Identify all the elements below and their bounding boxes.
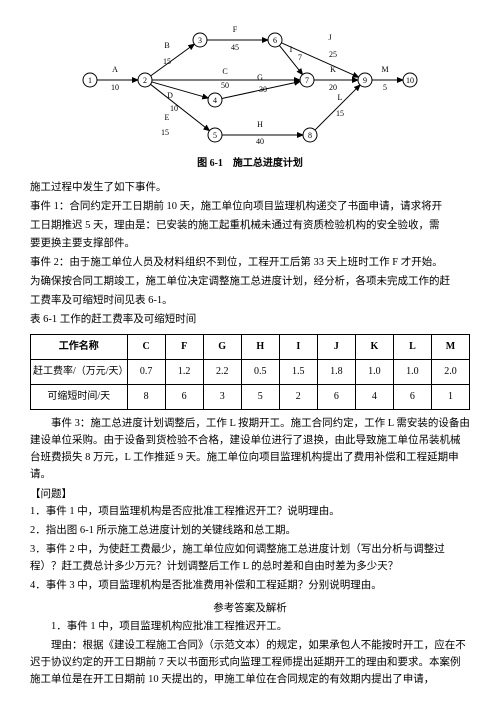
table-header: G — [203, 335, 241, 360]
svg-text:40: 40 — [256, 137, 264, 146]
svg-text:M: M — [381, 65, 388, 74]
svg-text:I: I — [290, 45, 293, 54]
table-header: M — [431, 335, 469, 360]
svg-text:B: B — [164, 41, 169, 50]
table-cell: 1.0 — [355, 360, 393, 385]
pre-text-line: 事件 2：由于施工单位人员及材料组织不到位，工程开工后第 33 天上班时工作 F… — [30, 255, 470, 272]
pre-text-block: 施工过程中发生了如下事件。事件 1：合同约定开工日期前 10 天，施工单位向项目… — [30, 180, 470, 328]
table-cell: 8 — [127, 385, 165, 410]
table-header: F — [165, 335, 203, 360]
question-item: 2．指出图 6-1 所示施工总进度计划的关键线路和总工期。 — [30, 523, 470, 540]
svg-text:9: 9 — [363, 76, 367, 85]
row-label: 可缩短时间/天 — [31, 385, 128, 410]
svg-text:30: 30 — [259, 85, 267, 94]
svg-text:6: 6 — [273, 36, 277, 45]
answer-line: 1．事件 1 中，项目监理机构应批准工程推迟开工。 — [30, 619, 470, 636]
svg-text:L: L — [338, 93, 343, 102]
table-cell: 2 — [279, 385, 317, 410]
svg-text:1: 1 — [88, 76, 92, 85]
svg-text:E: E — [165, 113, 170, 122]
pre-text-line: 施工过程中发生了如下事件。 — [30, 180, 470, 197]
table-header: K — [355, 335, 393, 360]
table-cell: 5 — [241, 385, 279, 410]
table-cell: 0.5 — [241, 360, 279, 385]
question-item: 4．事件 3 中，项目监理机构是否批准费用补偿和工程延期？分别说明理由。 — [30, 578, 470, 595]
answers-block: 1．事件 1 中，项目监理机构应批准工程推迟开工。理由：根据《建设工程施工合同》… — [30, 619, 470, 688]
svg-text:F: F — [233, 25, 238, 34]
table-cell: 1.0 — [393, 360, 431, 385]
table-cell: 0.7 — [127, 360, 165, 385]
progress-diagram: A10B15F45J25I7C50D10G30E15H40K20L15M5123… — [30, 20, 470, 150]
svg-text:45: 45 — [231, 43, 239, 52]
question-item: 1．事件 1 中，项目监理机构是否应批准工程推迟开工？说明理由。 — [30, 504, 470, 521]
table-cell: 6 — [165, 385, 203, 410]
table-cell: 1 — [431, 385, 469, 410]
pre-text-line: 工日期推迟 5 天，理由是：已安装的施工起重机械未通过有资质检验机构的安全验收，… — [30, 218, 470, 235]
svg-text:H: H — [257, 120, 263, 129]
table-header: H — [241, 335, 279, 360]
pre-text-line: 事件 1：合同约定开工日期前 10 天，施工单位向项目监理机构递交了书面申请，请… — [30, 199, 470, 216]
table-cell: 6 — [317, 385, 355, 410]
answers-heading: 参考答案及解析 — [30, 600, 470, 617]
question-item: 3．事件 2 中，为使赶工费最少，施工单位应如何调整施工总进度计划（写出分析与调… — [30, 542, 470, 576]
pre-text-line: 为确保按合同工期竣工，施工单位决定调整施工总进度计划，经分析，各项未完成工作的赶 — [30, 274, 470, 291]
svg-text:5: 5 — [383, 83, 387, 92]
svg-text:K: K — [330, 65, 336, 74]
pre-text-line: 工费率及可缩短时间见表 6-1。 — [30, 293, 470, 310]
svg-text:7: 7 — [305, 76, 309, 85]
network-svg: A10B15F45J25I7C50D10G30E15H40K20L15M5123… — [75, 20, 425, 150]
table-header: 工作名称 — [31, 335, 128, 360]
svg-text:15: 15 — [163, 57, 171, 66]
svg-text:20: 20 — [329, 83, 337, 92]
pre-text-line: 表 6-1 工作的赶工费率及可缩短时间 — [30, 312, 470, 329]
svg-text:50: 50 — [221, 81, 229, 90]
table-cell: 1.5 — [279, 360, 317, 385]
svg-text:10: 10 — [111, 83, 119, 92]
table-cell: 4 — [355, 385, 393, 410]
table-header: C — [127, 335, 165, 360]
row-label: 赶工费率/（万元/天） — [31, 360, 128, 385]
svg-text:10: 10 — [406, 76, 414, 85]
table-header: I — [279, 335, 317, 360]
svg-text:5: 5 — [213, 131, 217, 140]
table-cell: 2.2 — [203, 360, 241, 385]
svg-text:8: 8 — [308, 131, 312, 140]
questions-list: 1．事件 1 中，项目监理机构是否应批准工程推迟开工？说明理由。 2．指出图 6-… — [30, 504, 470, 594]
table-cell: 6 — [393, 385, 431, 410]
table-header: L — [393, 335, 431, 360]
svg-text:3: 3 — [198, 36, 202, 45]
svg-text:7: 7 — [298, 53, 302, 62]
table-cell: 1.8 — [317, 360, 355, 385]
svg-text:15: 15 — [161, 128, 169, 137]
table-header: J — [317, 335, 355, 360]
svg-text:A: A — [112, 65, 118, 74]
table-cell: 1.2 — [165, 360, 203, 385]
event3-paragraph: 事件 3：施工总进度计划调整后，工作 L 按期开工。施工合同约定，工作 L 需安… — [30, 416, 470, 483]
svg-text:2: 2 — [143, 76, 147, 85]
svg-text:15: 15 — [336, 109, 344, 118]
questions-heading: 【问题】 — [30, 486, 470, 503]
table-6-1: 工作名称CFGHIJKLM 赶工费率/（万元/天）0.71.22.20.51.5… — [30, 334, 470, 410]
svg-text:C: C — [222, 67, 227, 76]
figure-caption: 图 6-1 施工总进度计划 — [30, 156, 470, 172]
table-cell: 3 — [203, 385, 241, 410]
svg-text:4: 4 — [213, 96, 217, 105]
answer-line: 理由：根据《建设工程施工合同》（示范文本）的规定，如果承包人不能按时开工，应在不… — [30, 638, 470, 688]
svg-text:25: 25 — [329, 50, 337, 59]
svg-text:J: J — [328, 33, 331, 42]
svg-text:G: G — [257, 73, 263, 82]
pre-text-line: 要更换主要支撑部件。 — [30, 236, 470, 253]
table-cell: 2.0 — [431, 360, 469, 385]
